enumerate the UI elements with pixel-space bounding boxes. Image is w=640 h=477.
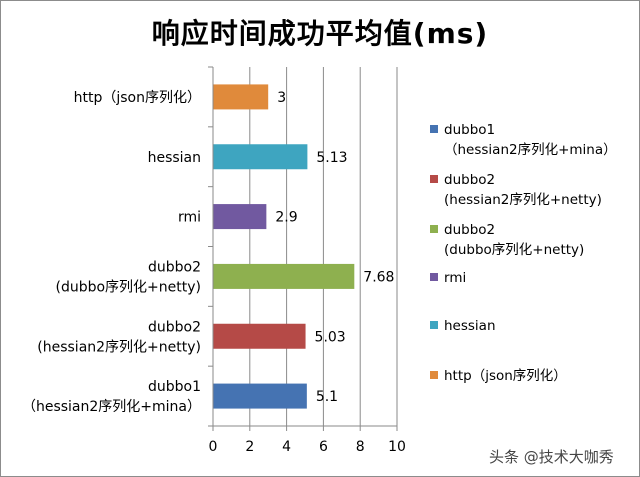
category-label: dubbo2 (dubbo序列化+netty)	[55, 259, 201, 295]
x-tick-label: 2	[245, 439, 254, 455]
grid-lines	[249, 67, 398, 426]
legend-label: rmi	[444, 270, 466, 286]
bar	[213, 323, 306, 349]
category-label: http（json序列化）	[74, 90, 201, 106]
data-label: 3	[277, 90, 286, 106]
data-label: 2.9	[275, 210, 297, 226]
legend-swatch	[430, 225, 438, 233]
category-label: dubbo1 （hessian2序列化+mina）	[22, 379, 201, 415]
bar	[213, 144, 308, 170]
legend-swatch	[430, 371, 438, 379]
watermark: 头条 @技术大咖秀	[489, 448, 614, 466]
x-tick-label: 10	[388, 439, 406, 455]
category-label: hessian	[148, 150, 201, 166]
legend-label: hessian	[444, 318, 496, 334]
x-tick-label: 8	[356, 439, 365, 455]
legend: dubbo1 （hessian2序列化+mina） dubbo2 (hessian2序…	[430, 122, 617, 384]
data-label: 7.68	[363, 269, 394, 285]
category-label: rmi	[178, 210, 201, 226]
legend-swatch	[430, 175, 438, 183]
category-label: dubbo2 (hessian2序列化+netty)	[37, 319, 201, 355]
legend-label: http（json序列化）	[444, 368, 567, 384]
axes	[208, 66, 398, 431]
data-label: 5.13	[316, 150, 347, 166]
legend-swatch	[430, 125, 438, 133]
labels: 0 2 4 6 8 10 5.1 dubbo1 （hessian2序列化+mina） 5.03 du…	[22, 90, 406, 455]
bar	[213, 263, 355, 289]
legend-label: dubbo2 (dubbo序列化+netty)	[444, 222, 584, 258]
legend-label: dubbo2 (hessian2序列化+netty)	[444, 172, 602, 208]
x-tick-label: 4	[282, 439, 291, 455]
legend-swatch	[430, 273, 438, 281]
legend-label: dubbo1 （hessian2序列化+mina）	[444, 122, 617, 158]
data-label: 5.03	[315, 329, 346, 345]
data-label: 5.1	[316, 389, 338, 405]
chart-title: 响应时间成功平均值(ms)	[151, 17, 489, 50]
bar	[213, 84, 269, 110]
x-tick-label: 0	[209, 439, 218, 455]
legend-swatch	[430, 321, 438, 329]
x-tick-label: 6	[319, 439, 328, 455]
bar	[213, 204, 267, 230]
bar	[213, 383, 307, 409]
bars	[213, 84, 355, 409]
